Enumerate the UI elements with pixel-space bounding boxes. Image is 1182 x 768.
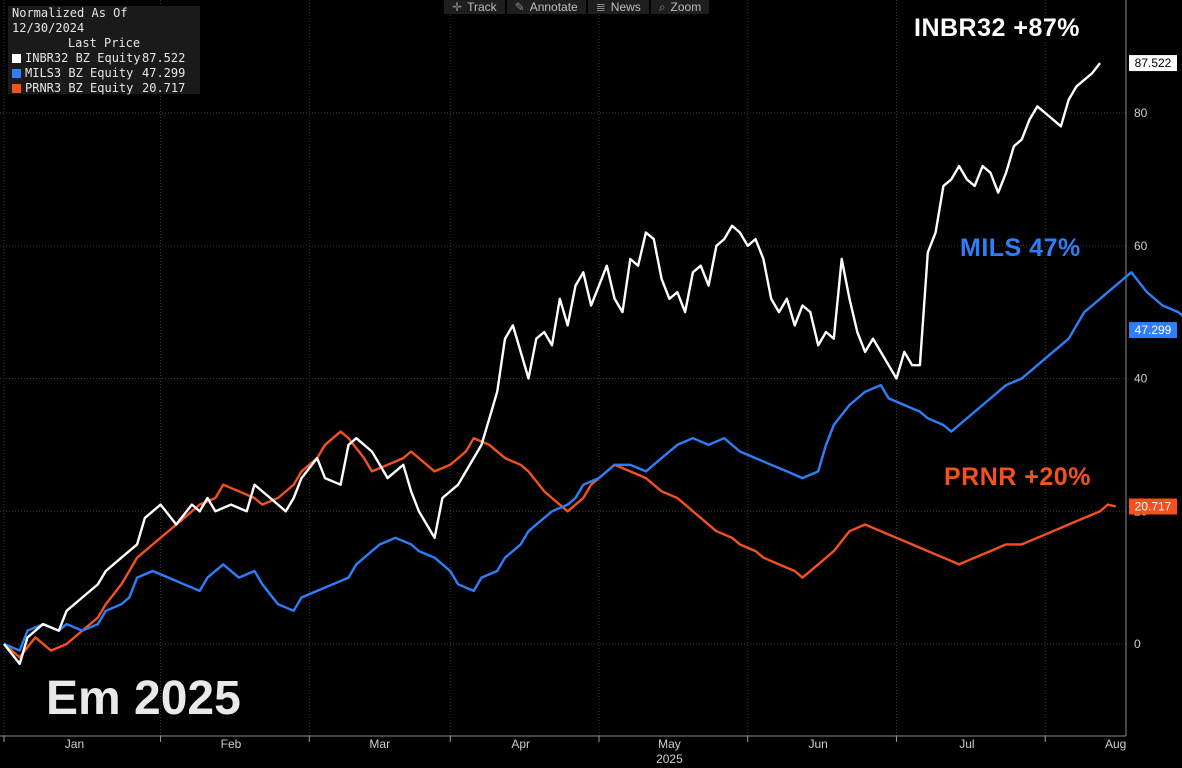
x-tick-label: Apr <box>511 737 530 751</box>
last-value-box <box>1129 498 1177 515</box>
y-tick-label: 60 <box>1134 239 1148 253</box>
track-label: Track <box>467 0 497 14</box>
last-value-prnr3: 20.717 <box>1129 498 1177 515</box>
legend-label: MILS3 BZ Equity <box>25 66 134 80</box>
last-value-box <box>1129 55 1177 72</box>
mils-annotation: MILS 47% <box>960 234 1081 262</box>
x-tick-label: Feb <box>221 737 242 751</box>
chart-grid <box>0 0 1126 736</box>
last-value-text: 20.717 <box>1135 499 1172 513</box>
news-icon: ≣ <box>595 0 606 14</box>
legend-value: 20.717 <box>142 81 186 95</box>
x-tick-label: May <box>658 737 681 751</box>
chart-series <box>3 62 1182 666</box>
chart-legend: Normalized As Of 12/30/2024 Last Price I… <box>8 6 200 96</box>
last-value-mils3: 47.299 <box>1129 322 1177 339</box>
zoom-label: Zoom <box>670 0 702 14</box>
legend-item-prnr3: PRNR3 BZ Equity 20.717 <box>8 81 200 96</box>
x-tick-label: Mar <box>369 737 390 751</box>
news-button[interactable]: ≣ News <box>587 0 649 14</box>
legend-swatch <box>12 84 21 93</box>
legend-item-mils3: MILS3 BZ Equity 47.299 <box>8 66 200 81</box>
zoom-icon: ⌕ <box>658 0 666 14</box>
series-line-mils3 <box>3 271 1182 652</box>
x-tick-label: Jun <box>808 737 827 751</box>
y-tick-label: 80 <box>1134 106 1148 120</box>
legend-header: Normalized As Of 12/30/2024 <box>12 6 128 35</box>
last-value-text: 87.522 <box>1135 56 1172 70</box>
legend-label: INBR32 BZ Equity <box>25 51 141 65</box>
pencil-icon: ✎ <box>514 0 525 14</box>
last-value-text: 47.299 <box>1135 323 1172 337</box>
news-label: News <box>610 0 641 14</box>
legend-item-inbr32: INBR32 BZ Equity 87.522 <box>8 51 200 66</box>
series-line-prnr3 <box>3 430 1116 659</box>
legend-value: 87.522 <box>142 51 186 65</box>
zoom-button[interactable]: ⌕ Zoom <box>650 0 710 14</box>
annotate-button[interactable]: ✎ Annotate <box>506 0 586 14</box>
x-tick-label: Jul <box>959 737 974 751</box>
x-tick-label: Aug <box>1105 737 1126 751</box>
legend-label: PRNR3 BZ Equity <box>25 81 134 95</box>
legend-subheader: Last Price <box>67 36 141 50</box>
x-year-label: 2025 <box>656 752 683 766</box>
last-value-inbr32: 87.522 <box>1129 55 1177 72</box>
crosshair-icon: ✛ <box>452 0 463 14</box>
last-value-box <box>1129 322 1177 339</box>
y-tick-label: 40 <box>1134 372 1148 386</box>
chart-toolbar: ✛ Track ✎ Annotate ≣ News ⌕ Zoom <box>444 0 710 14</box>
y-tick-label: 0 <box>1134 637 1141 651</box>
legend-swatch <box>12 69 21 78</box>
prnr-annotation: PRNR +20% <box>944 463 1091 491</box>
corner-caption: Em 2025 <box>46 672 241 725</box>
legend-value: 47.299 <box>142 66 186 80</box>
series-line-inbr32 <box>3 62 1101 666</box>
track-button[interactable]: ✛ Track <box>444 0 505 14</box>
annotate-label: Annotate <box>529 0 578 14</box>
legend-swatch <box>12 54 21 63</box>
x-tick-label: Jan <box>65 737 84 751</box>
last-value-labels: 87.522 47.299 20.717 <box>1129 55 1177 515</box>
inbr-annotation: INBR32 +87% <box>914 14 1080 42</box>
